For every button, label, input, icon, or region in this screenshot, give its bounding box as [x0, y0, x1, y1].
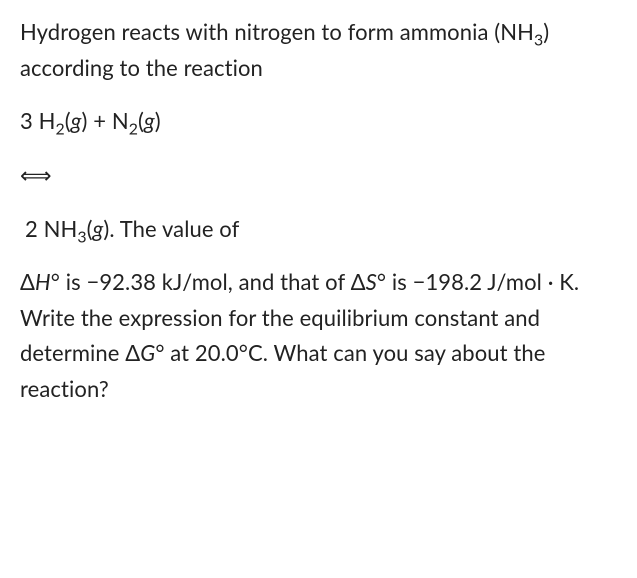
- text: ): [155, 107, 161, 134]
- subscript-2: 2: [129, 120, 138, 139]
- arrow-icon: ⟺: [20, 161, 52, 188]
- text: Hydrogen reacts with nitrogen to form am…: [20, 18, 534, 45]
- subscript-3: 3: [77, 227, 86, 246]
- text: ) + N: [82, 107, 129, 134]
- phase-g: g: [144, 107, 155, 134]
- equation-reactants: 3 H2(g) + N2(g): [20, 103, 611, 139]
- question-paragraph: ΔH° is −92.38 kJ/mol, and that of ΔS° is…: [20, 264, 611, 407]
- delta-g: G: [140, 339, 155, 366]
- delta-s: S: [366, 268, 377, 295]
- equilibrium-arrow: ⟺: [20, 157, 611, 193]
- delta-h: H: [35, 268, 51, 295]
- text: 3 H: [20, 107, 56, 134]
- subscript-2: 2: [56, 120, 65, 139]
- text: Δ: [20, 268, 35, 295]
- text: ° is −92.38 kJ/mol, and that of Δ: [51, 268, 366, 295]
- subscript-3: 3: [534, 30, 543, 49]
- text: ). The value of: [103, 215, 239, 242]
- phase-g: g: [71, 107, 82, 134]
- equation-products: 2 NH3(g). The value of: [20, 211, 611, 247]
- intro-paragraph: Hydrogen reacts with nitrogen to form am…: [20, 14, 611, 85]
- text: 2 NH: [25, 215, 77, 242]
- phase-g: g: [93, 215, 104, 242]
